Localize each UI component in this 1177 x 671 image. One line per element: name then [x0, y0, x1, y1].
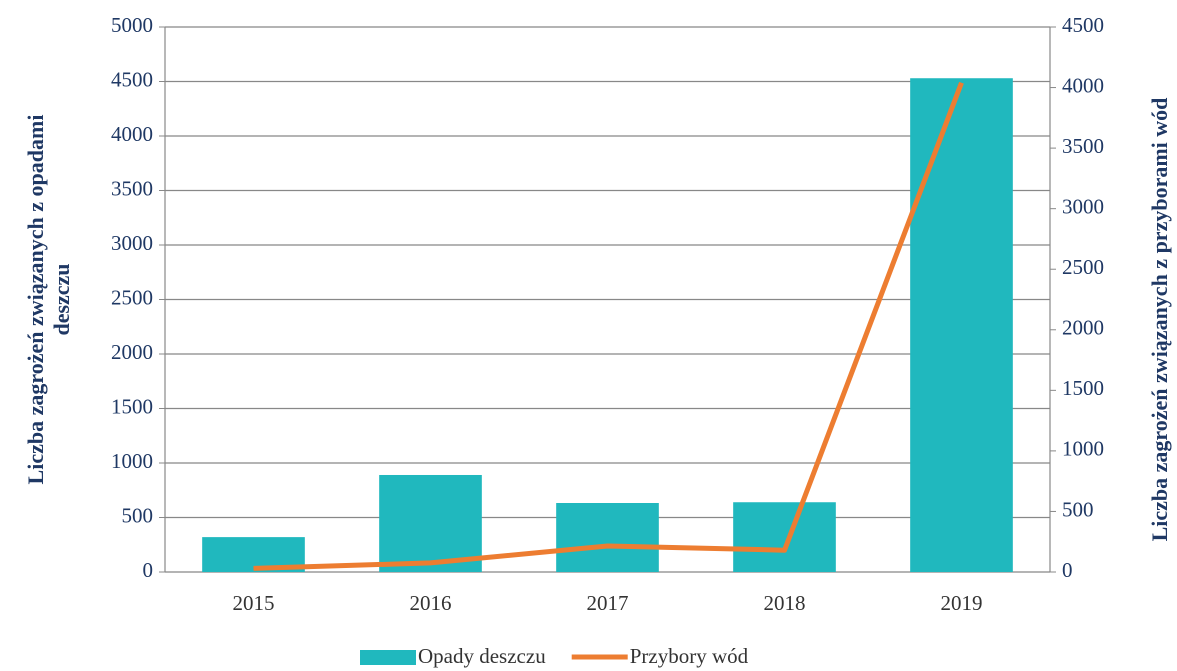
x-tick-label: 2018 — [764, 591, 806, 615]
y-tick-label: 2000 — [111, 340, 153, 364]
y2-axis-title: Liczba zagrożeń związanych z przyborami … — [1147, 98, 1172, 542]
y2-tick-label: 4000 — [1062, 73, 1104, 97]
y2-tick-label: 0 — [1062, 558, 1073, 582]
y2-tick-label: 500 — [1062, 497, 1094, 521]
y-tick-label: 5000 — [111, 13, 153, 37]
bar — [556, 503, 659, 572]
bar — [910, 78, 1013, 572]
legend-label: Przybory wód — [630, 644, 749, 668]
y2-tick-label: 3000 — [1062, 194, 1104, 218]
line — [253, 81, 964, 571]
y2-tick-label: 1500 — [1062, 376, 1104, 400]
y2-tick-label: 4500 — [1062, 13, 1104, 37]
y2-tick-label: 1000 — [1062, 437, 1104, 461]
x-tick-label: 2016 — [410, 591, 452, 615]
y-tick-label: 2500 — [111, 285, 153, 309]
x-tick-label: 2015 — [233, 591, 275, 615]
y2-tick-label: 2500 — [1062, 255, 1104, 279]
y-tick-label: 4000 — [111, 122, 153, 146]
y-tick-label: 500 — [122, 503, 154, 527]
y-tick-label: 3000 — [111, 231, 153, 255]
y2-tick-label: 3500 — [1062, 134, 1104, 158]
y-tick-label: 0 — [143, 558, 154, 582]
y2-tick-label: 2000 — [1062, 316, 1104, 340]
legend-label: Opady deszczu — [418, 644, 546, 668]
y-tick-label: 3500 — [111, 176, 153, 200]
y-tick-label: 4500 — [111, 67, 153, 91]
bar — [379, 474, 482, 572]
y-axis-title-line: Liczba zagrożeń związanych z opadami — [23, 115, 48, 485]
y-axis-title: Liczba zagrożeń związanych z opadamidesz… — [23, 115, 74, 485]
y-tick-label: 1500 — [111, 394, 153, 418]
x-tick-label: 2017 — [587, 591, 629, 615]
x-tick-label: 2019 — [941, 591, 983, 615]
legend-swatch — [360, 650, 416, 665]
y-tick-label: 1000 — [111, 449, 153, 473]
bar — [733, 502, 836, 572]
y-axis-title-line: deszczu — [49, 263, 74, 335]
